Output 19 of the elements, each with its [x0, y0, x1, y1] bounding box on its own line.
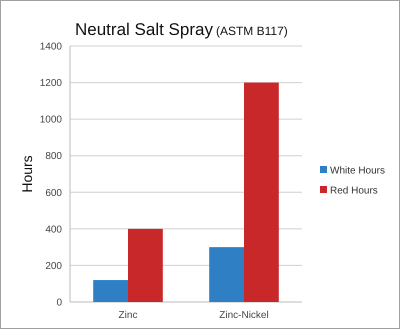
- legend-label: Red Hours: [330, 186, 378, 196]
- y-tick-label: 1200: [40, 78, 62, 90]
- bar: [128, 228, 163, 302]
- y-tick-label: 1400: [40, 42, 62, 52]
- y-tick-label: 0: [56, 298, 62, 308]
- chart-subtitle: (ASTM B117): [216, 24, 288, 38]
- y-tick-label: 400: [45, 224, 62, 236]
- chart-title: Neutral Salt Spray: [75, 20, 213, 39]
- bar: [209, 247, 244, 302]
- bar: [93, 280, 128, 302]
- x-tick-label: Zinc-Nickel: [219, 310, 269, 321]
- bar: [244, 82, 279, 302]
- y-axis-title: Hours: [19, 155, 35, 193]
- y-tick-label: 800: [45, 151, 62, 162]
- x-tick-label: Zinc: [118, 310, 138, 321]
- y-tick-label: 200: [45, 260, 62, 272]
- y-tick-label: 600: [45, 188, 62, 199]
- legend-label: White Hours: [330, 166, 386, 176]
- y-tick-label: 1000: [40, 114, 62, 126]
